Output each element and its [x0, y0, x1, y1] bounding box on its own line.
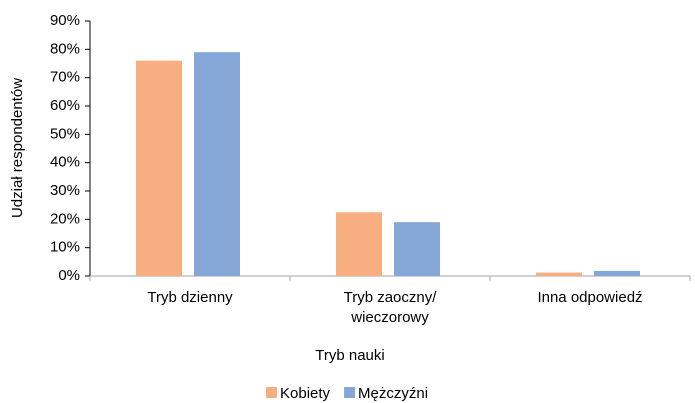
bar [594, 270, 640, 276]
y-tick-label: 30% [50, 182, 80, 199]
y-tick-label: 40% [50, 154, 80, 171]
bar [194, 52, 240, 276]
legend-label: Kobiety [280, 385, 331, 402]
y-axis-title: Udział respondentów [9, 78, 26, 218]
y-tick-label: 10% [50, 239, 80, 256]
y-tick-label: 50% [50, 125, 80, 142]
y-tick-label: 80% [50, 40, 80, 57]
y-tick-label: 90% [50, 12, 80, 29]
legend-swatch [344, 387, 356, 398]
y-tick-label: 0% [58, 267, 80, 284]
bar [136, 60, 182, 276]
bar [336, 212, 382, 276]
x-axis-title: Tryb nauki [315, 347, 384, 364]
y-tick-label: 20% [50, 210, 80, 227]
x-tick-label: Tryb zaoczny/ wieczorowy [343, 289, 437, 326]
y-tick-label: 60% [50, 97, 80, 114]
legend-label: Mężczyźni [358, 385, 428, 402]
y-tick-label: 70% [50, 69, 80, 86]
bar [536, 272, 582, 276]
x-tick-label: Inna odpowiedź [537, 289, 643, 306]
x-tick-label: Tryb dzienny [147, 289, 233, 306]
legend-swatch [266, 387, 277, 398]
bar [394, 222, 440, 276]
